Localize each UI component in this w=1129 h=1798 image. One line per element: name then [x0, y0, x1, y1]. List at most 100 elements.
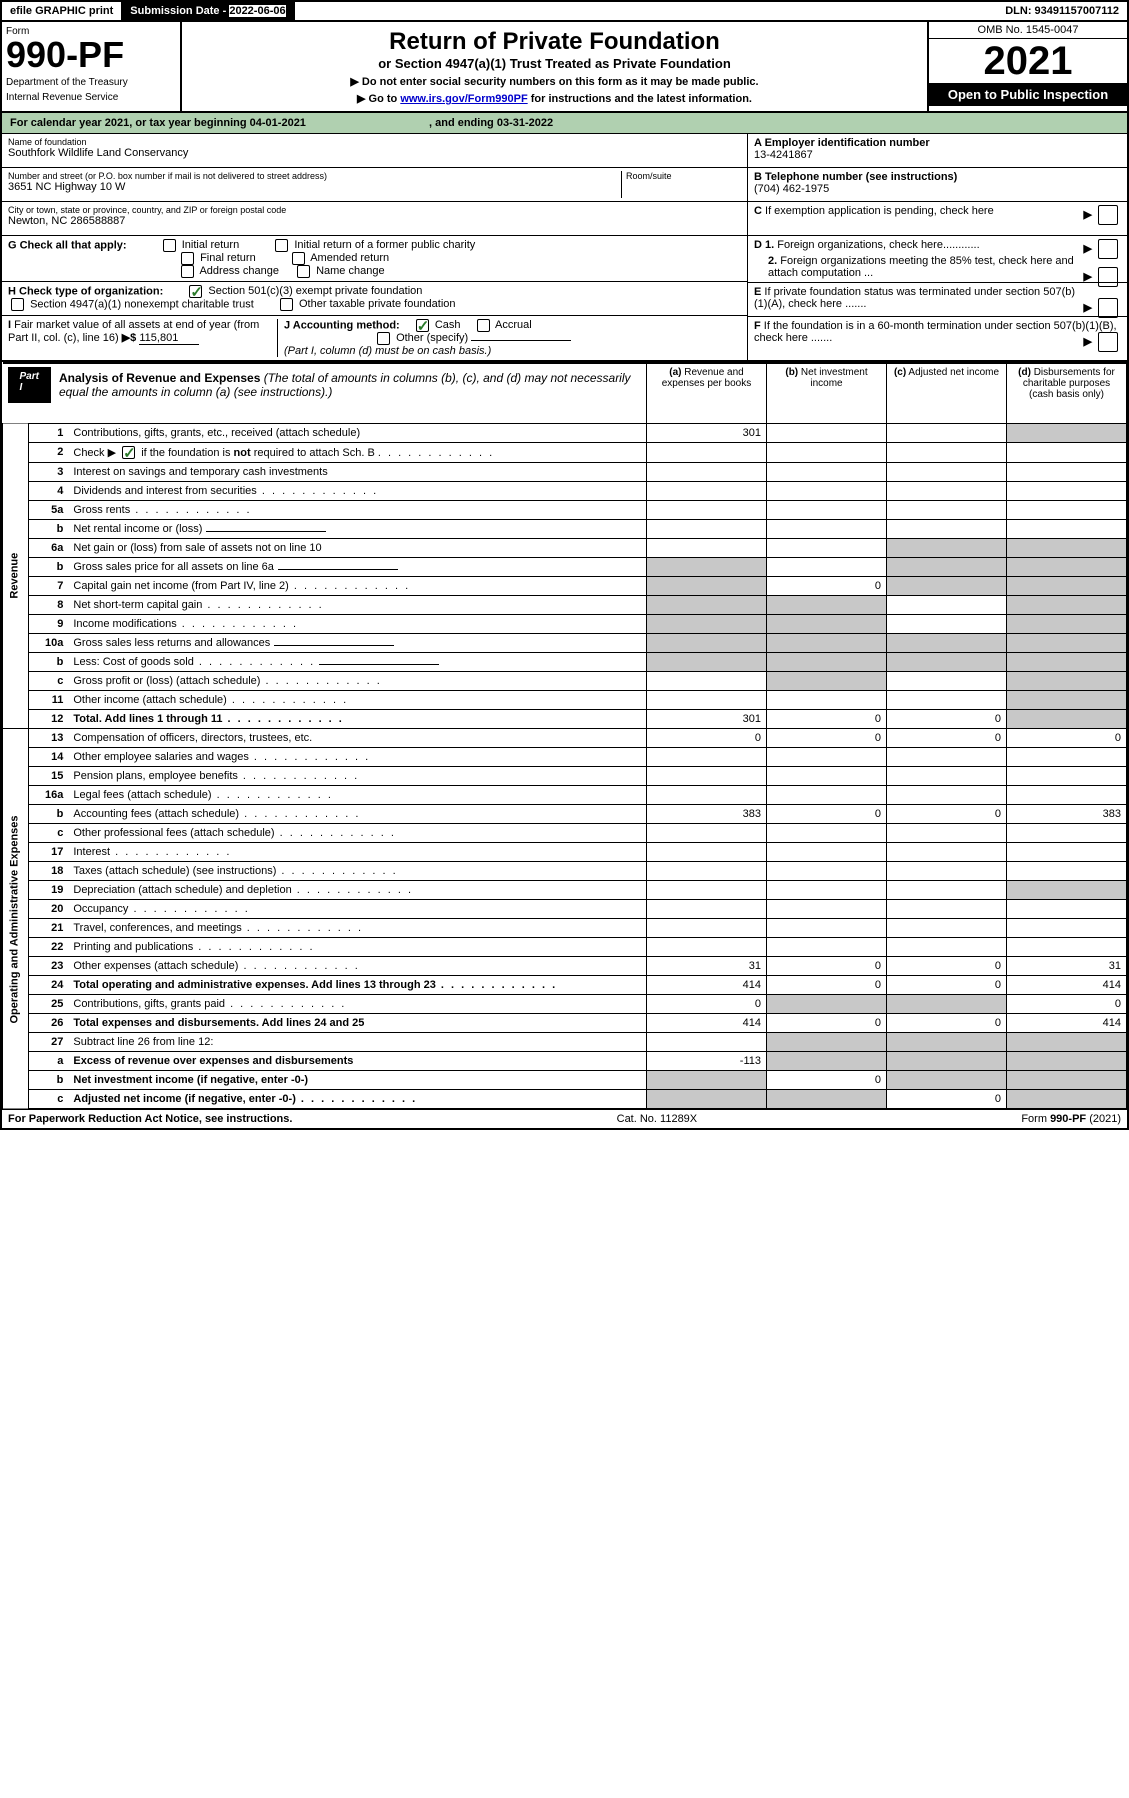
- cb-4947a1[interactable]: [11, 298, 24, 311]
- cell-a: [647, 463, 767, 482]
- form990pf-link[interactable]: www.irs.gov/Form990PF: [400, 93, 527, 105]
- cell-c: 0: [887, 710, 1007, 729]
- cell-c: [887, 672, 1007, 691]
- cell-c: 0: [887, 729, 1007, 748]
- cell-b: [767, 1052, 887, 1071]
- cell-a: [647, 786, 767, 805]
- cell-d: [1007, 423, 1127, 442]
- cell-d: [1007, 881, 1127, 900]
- row-label: Net rental income or (loss): [68, 520, 646, 538]
- row-num: 22: [29, 938, 68, 956]
- cell-c: [887, 862, 1007, 881]
- cell-c: [887, 767, 1007, 786]
- section-i-j: I Fair market value of all assets at end…: [2, 316, 747, 360]
- efile-print-button[interactable]: efile GRAPHIC print: [2, 2, 122, 20]
- row-num: 17: [29, 843, 68, 861]
- irs-label: Internal Revenue Service: [6, 92, 176, 103]
- part1-badge: Part I: [8, 367, 51, 403]
- cell-c: [887, 653, 1007, 672]
- row-label: Gross sales price for all assets on line…: [68, 558, 646, 576]
- room-label: Room/suite: [626, 171, 741, 181]
- cb-schb-not-required[interactable]: [122, 446, 135, 459]
- cell-d: [1007, 634, 1127, 653]
- cb-foreign-org[interactable]: [1098, 239, 1118, 259]
- cb-501c3[interactable]: [189, 285, 202, 298]
- cell-d: [1007, 558, 1127, 577]
- row-label: Check ▶ if the foundation is not require…: [68, 443, 646, 463]
- cal-end: 03-31-2022: [497, 117, 553, 129]
- cb-initial-return[interactable]: [163, 239, 176, 252]
- cell-a: [647, 843, 767, 862]
- ein-label: A Employer identification number: [754, 137, 1121, 149]
- cell-a: [647, 520, 767, 539]
- j-label: J Accounting method:: [284, 319, 400, 331]
- analysis-table: Part I Analysis of Revenue and Expenses …: [2, 362, 1127, 1110]
- instr-post: for instructions and the latest informat…: [528, 93, 752, 105]
- cell-c: [887, 501, 1007, 520]
- cell-d: 414: [1007, 976, 1127, 995]
- cell-d: [1007, 520, 1127, 539]
- cell-b: [767, 596, 887, 615]
- g-final: Final return: [200, 252, 256, 264]
- cell-b: [767, 786, 887, 805]
- cell-d: [1007, 615, 1127, 634]
- row-num: 1: [29, 424, 68, 442]
- row-label: Subtract line 26 from line 12:: [68, 1033, 646, 1051]
- name-label: Name of foundation: [8, 137, 741, 147]
- sub-date-val: 2022-06-06: [229, 5, 285, 17]
- topbar: efile GRAPHIC print Submission Date - 20…: [2, 2, 1127, 22]
- cell-b: [767, 653, 887, 672]
- cell-b: 0: [767, 957, 887, 976]
- instr-ssn: ▶ Do not enter social security numbers o…: [188, 75, 921, 88]
- cb-exemption-pending[interactable]: [1098, 205, 1118, 225]
- cell-d: [1007, 900, 1127, 919]
- col-a-header: (a) Revenue and expenses per books: [647, 363, 767, 423]
- cell-d: [1007, 501, 1127, 520]
- cb-address-change[interactable]: [181, 265, 194, 278]
- cell-c: 0: [887, 976, 1007, 995]
- city-state-zip: Newton, NC 286588887: [8, 215, 741, 227]
- h-opt3: Other taxable private foundation: [299, 298, 456, 310]
- row-label: Depreciation (attach schedule) and deple…: [68, 881, 646, 899]
- cell-a: [647, 900, 767, 919]
- cb-other-method[interactable]: [377, 332, 390, 345]
- cell-d: [1007, 710, 1127, 729]
- cell-b: [767, 900, 887, 919]
- cell-c: [887, 1071, 1007, 1090]
- cb-60-month[interactable]: [1098, 332, 1118, 352]
- sub-date-lbl: Submission Date -: [130, 5, 229, 17]
- part1-title: Analysis of Revenue and Expenses: [59, 371, 260, 385]
- cell-c: [887, 539, 1007, 558]
- cb-other-taxable[interactable]: [280, 298, 293, 311]
- cell-b: [767, 634, 887, 653]
- cell-c: [887, 938, 1007, 957]
- cb-name-change[interactable]: [297, 265, 310, 278]
- cell-b: 0: [767, 805, 887, 824]
- cb-accrual[interactable]: [477, 319, 490, 332]
- cb-amended-return[interactable]: [292, 252, 305, 265]
- cell-c: [887, 577, 1007, 596]
- cb-foreign-85[interactable]: [1098, 267, 1118, 287]
- cell-c: [887, 786, 1007, 805]
- cell-b: [767, 539, 887, 558]
- cell-b: [767, 482, 887, 501]
- row-label: Other income (attach schedule): [68, 691, 646, 709]
- cell-a: 383: [647, 805, 767, 824]
- cb-final-return[interactable]: [181, 252, 194, 265]
- row-num: 2: [29, 443, 68, 463]
- ein-value: 13-4241867: [754, 149, 1121, 161]
- tax-year: 2021: [929, 39, 1127, 83]
- cell-a: [647, 919, 767, 938]
- cell-b: [767, 919, 887, 938]
- cb-status-terminated[interactable]: [1098, 298, 1118, 318]
- cell-b: 0: [767, 976, 887, 995]
- operating-and-administrative-expenses-label: Operating and Administrative Expenses: [3, 729, 29, 1110]
- cell-d: [1007, 938, 1127, 957]
- row-num: 11: [29, 691, 68, 709]
- cb-cash[interactable]: [416, 319, 429, 332]
- cb-initial-former[interactable]: [275, 239, 288, 252]
- form-subtitle: or Section 4947(a)(1) Trust Treated as P…: [188, 56, 921, 71]
- h-opt1: Section 501(c)(3) exempt private foundat…: [208, 285, 422, 297]
- cell-b: [767, 691, 887, 710]
- cell-d: [1007, 1090, 1127, 1110]
